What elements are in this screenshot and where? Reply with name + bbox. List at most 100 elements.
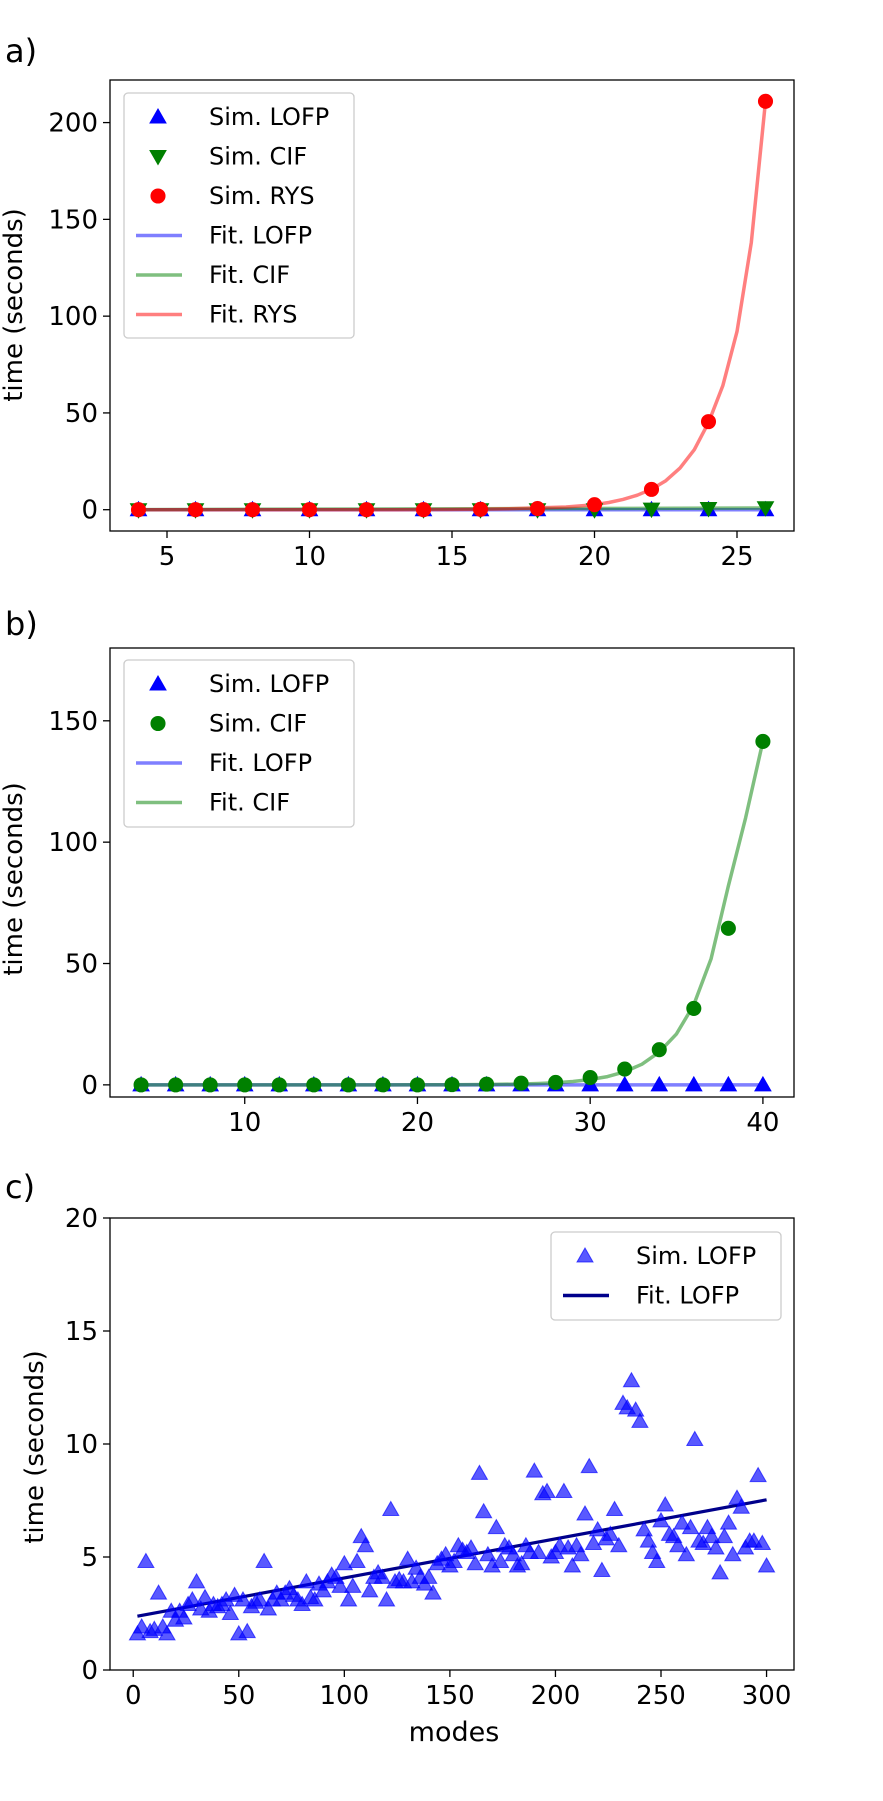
- point-sim-cif: [642, 502, 661, 519]
- point-sim-cif: [375, 1077, 391, 1093]
- point-sim-lofp: [538, 1482, 556, 1498]
- x-tick-label: 15: [435, 542, 468, 572]
- point-sim-cif: [755, 733, 771, 749]
- point-sim-cif: [168, 1077, 184, 1093]
- point-sim-lofp: [639, 1532, 658, 1548]
- point-sim-lofp: [424, 1584, 442, 1600]
- y-tick-label: 0: [81, 496, 98, 526]
- point-sim-rys: [472, 501, 489, 517]
- point-sim-lofp: [158, 1624, 176, 1641]
- point-sim-lofp: [593, 1561, 611, 1578]
- plot-area-a: [129, 93, 775, 519]
- legend-box: [550, 1231, 782, 1321]
- point-sim-lofp: [356, 1536, 375, 1553]
- y-tick-label: 150: [48, 205, 98, 235]
- point-sim-lofp: [656, 1496, 675, 1512]
- y-axis-label-c: time (seconds): [20, 1350, 50, 1544]
- y-tick-label: 15: [65, 1317, 98, 1347]
- legend-label: Fit. RYS: [209, 301, 297, 329]
- point-sim-lofp: [749, 1466, 767, 1483]
- point-sim-rys: [757, 93, 774, 109]
- point-sim-lofp: [251, 1590, 269, 1607]
- panel-label-c: c): [5, 1168, 35, 1206]
- legend-label: Sim. LOFP: [636, 1242, 756, 1270]
- x-axis-label-c: modes: [409, 1717, 500, 1748]
- point-sim-lofp: [555, 1482, 573, 1498]
- x-tick-label: 100: [320, 1681, 370, 1711]
- point-sim-rys: [643, 481, 660, 497]
- point-sim-lofp: [504, 1545, 523, 1562]
- point-sim-lofp: [757, 1557, 776, 1573]
- legend-label: Sim. RYS: [209, 182, 315, 210]
- point-sim-cif: [202, 1077, 218, 1093]
- point-sim-lofp: [584, 1534, 603, 1550]
- point-sim-lofp: [673, 1514, 691, 1530]
- point-sim-lofp: [331, 1577, 349, 1593]
- point-sim-lofp: [381, 1500, 400, 1517]
- point-sim-lofp: [466, 1554, 485, 1571]
- point-sim-lofp: [647, 1552, 666, 1569]
- legend-label: Fit. LOFP: [209, 222, 312, 250]
- point-sim-lofp: [297, 1572, 316, 1589]
- point-sim-lofp: [605, 1500, 624, 1517]
- point-sim-lofp: [707, 1538, 725, 1555]
- point-sim-cif: [720, 920, 736, 936]
- point-sim-cif: [237, 1077, 253, 1093]
- x-tick-label: 20: [578, 542, 611, 572]
- plot-area-b: [132, 733, 772, 1093]
- point-sim-lofp: [723, 1545, 742, 1562]
- point-sim-lofp: [255, 1552, 273, 1569]
- point-sim-lofp: [684, 1075, 703, 1092]
- point-sim-lofp: [732, 1498, 751, 1514]
- point-sim-lofp: [609, 1536, 628, 1553]
- legend-box: [123, 659, 355, 828]
- point-sim-rys: [130, 502, 147, 518]
- axes-frame: [109, 647, 795, 1098]
- point-sim-cif: [409, 1077, 425, 1093]
- panel-c: c) time (seconds) modes 0 50 100 150 200 250 3…: [5, 1168, 795, 1748]
- point-sim-rys: [415, 502, 432, 518]
- point-sim-lofp: [681, 1518, 700, 1535]
- point-sim-cif: [133, 1077, 149, 1093]
- panel-a: a) time (seconds) 5 10 15 20 25050100150200 …: [0, 32, 795, 572]
- legend-label: Fit. CIF: [209, 261, 290, 289]
- point-sim-lofp: [491, 1552, 510, 1569]
- point-sim-lofp: [512, 1554, 531, 1571]
- point-sim-lofp: [470, 1464, 489, 1480]
- point-sim-lofp: [525, 1462, 544, 1478]
- point-sim-lofp: [631, 1412, 649, 1428]
- point-sim-rys: [187, 502, 204, 518]
- point-sim-lofp: [650, 1075, 669, 1092]
- point-sim-lofp: [360, 1581, 379, 1598]
- x-tick-label: 40: [746, 1108, 779, 1138]
- point-sim-cif: [548, 1074, 564, 1090]
- point-sim-lofp: [669, 1536, 687, 1553]
- point-sim-lofp: [563, 1557, 582, 1573]
- point-sim-lofp: [635, 1520, 653, 1537]
- point-sim-cif: [479, 1076, 495, 1092]
- panel-label-a: a): [5, 32, 37, 70]
- y-axis-label-a: time (seconds): [0, 208, 29, 402]
- point-sim-lofp: [398, 1550, 417, 1566]
- point-sim-cif: [686, 1000, 702, 1016]
- point-sim-lofp: [753, 1534, 772, 1550]
- point-sim-lofp: [419, 1568, 438, 1584]
- point-sim-lofp: [225, 1586, 244, 1602]
- legend-label: Fit. LOFP: [636, 1282, 739, 1310]
- point-sim-lofp: [626, 1401, 645, 1417]
- point-sim-lofp: [754, 1075, 772, 1092]
- x-tick-label: 5: [159, 542, 176, 572]
- point-sim-lofp: [652, 1511, 670, 1528]
- point-sim-cif: [582, 1070, 598, 1086]
- point-sim-lofp: [132, 1618, 151, 1634]
- point-sim-lofp: [462, 1538, 480, 1555]
- y-tick-label: 150: [48, 707, 98, 737]
- x-tick-label: 300: [742, 1681, 792, 1711]
- legend-label: Sim. LOFP: [209, 103, 329, 131]
- y-tick-label: 50: [65, 399, 98, 429]
- point-sim-lofp: [445, 1552, 463, 1569]
- point-sim-lofp: [711, 1563, 729, 1580]
- y-tick-label: 50: [65, 950, 98, 980]
- point-sim-lofp: [187, 1572, 206, 1589]
